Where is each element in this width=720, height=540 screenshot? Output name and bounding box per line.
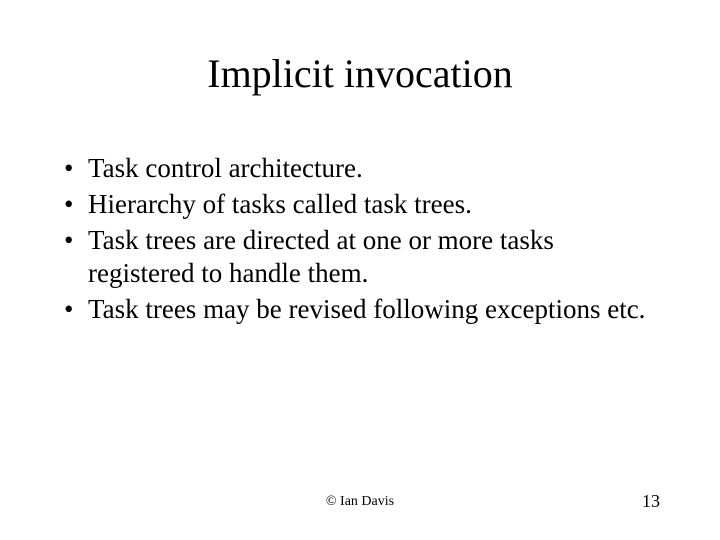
bullet-item: Hierarchy of tasks called task trees. [60, 188, 660, 222]
bullet-item: Task control architecture. [60, 152, 660, 186]
bullet-list: Task control architecture. Hierarchy of … [60, 152, 660, 327]
footer-page-number: 13 [642, 491, 660, 512]
bullet-item: Task trees may be revised following exce… [60, 293, 660, 327]
bullet-item: Task trees are directed at one or more t… [60, 224, 660, 292]
slide-title: Implicit invocation [60, 50, 660, 97]
footer-copyright: © Ian Davis [326, 494, 394, 510]
slide-footer: © Ian Davis 13 [0, 491, 720, 512]
slide-container: Implicit invocation Task control archite… [0, 0, 720, 540]
